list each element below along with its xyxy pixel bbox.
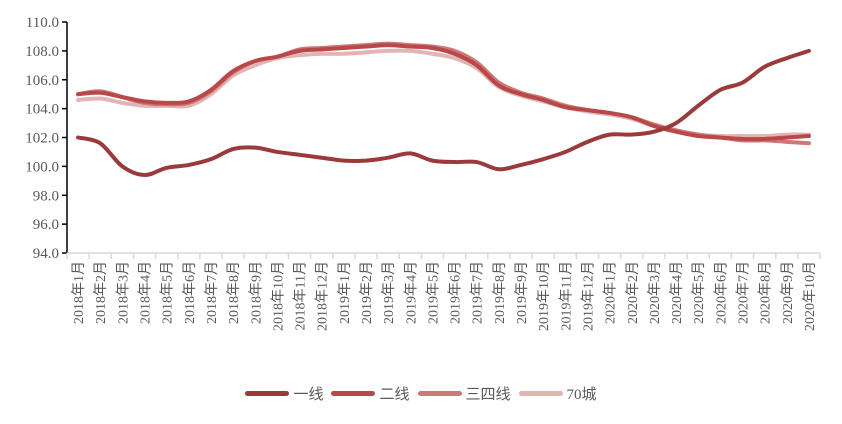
y-axis: 94.0 96.0 98.0 100.0 102.0 104.0 106.0 108.0 110… (25, 15, 68, 262)
y-tick-label: 106.0 (25, 73, 59, 89)
x-tick-label: 2018年5月 (160, 261, 176, 324)
series-line-1 (76, 43, 811, 142)
legend-item: 70城 (518, 383, 597, 404)
x-tick-label: 2018年6月 (182, 261, 198, 324)
x-tick-label: 2019年3月 (381, 261, 397, 324)
x-tick-label: 2018年11月 (293, 261, 309, 330)
y-tick-label: 98.0 (33, 188, 59, 204)
x-tick-label: 2020年9月 (780, 261, 796, 324)
x-tick-label: 2020年4月 (669, 261, 685, 324)
legend-label: 一线 (293, 387, 324, 403)
x-tick-label: 2019年8月 (492, 261, 508, 324)
x-tick-label: 2019年5月 (425, 261, 441, 324)
x-tick-label: 2018年8月 (226, 261, 242, 324)
legend-label: 70城 (566, 387, 597, 403)
y-tick-label: 94.0 (33, 246, 59, 262)
x-tick-label: 2018年9月 (248, 261, 264, 324)
x-tick-label: 2020年8月 (758, 261, 774, 324)
legend-swatch (331, 391, 376, 396)
legend-swatch (417, 391, 462, 396)
legend-item: 三四线 (417, 383, 511, 404)
y-tick-label: 96.0 (33, 217, 59, 233)
x-tick-label: 2020年3月 (647, 261, 663, 324)
y-tick-label: 100.0 (25, 159, 59, 175)
y-tick-label: 104.0 (25, 102, 59, 118)
x-tick-label: 2020年2月 (625, 261, 641, 324)
x-tick-label: 2019年10月 (536, 261, 552, 331)
legend-item: 二线 (331, 383, 410, 404)
x-tick-label: 2019年2月 (359, 261, 375, 324)
x-tick-label: 2018年1月 (71, 261, 87, 324)
x-tick-label: 2019年12月 (580, 261, 596, 331)
x-tick-label: 2019年7月 (470, 261, 486, 324)
x-tick-label: 2020年6月 (713, 261, 729, 324)
x-tick-label: 2018年12月 (315, 261, 331, 331)
x-tick-label: 2020年1月 (603, 261, 619, 324)
line-chart: 94.0 96.0 98.0 100.0 102.0 104.0 106.0 108.0 110… (25, 15, 821, 331)
series-line-2 (76, 41, 811, 146)
x-tick-label: 2019年11月 (558, 261, 574, 330)
x-tick-label: 2019年4月 (403, 261, 419, 324)
y-tick-label: 108.0 (25, 44, 59, 60)
x-tick-label: 2020年10月 (802, 261, 818, 331)
x-tick-label: 2020年7月 (735, 261, 751, 324)
legend-label: 二线 (379, 387, 410, 403)
series-line-3 (76, 48, 811, 139)
legend-swatch (245, 391, 290, 396)
series-lines (76, 41, 811, 178)
series-line-0 (76, 48, 811, 178)
x-tick-label: 2018年7月 (204, 261, 220, 324)
x-tick-label: 2020年5月 (691, 261, 707, 324)
legend-swatch (518, 391, 563, 396)
legend-item: 一线 (245, 383, 323, 404)
legend: 一线 二线 三四线 70城 (0, 383, 842, 404)
x-tick-label: 2018年10月 (270, 261, 286, 331)
x-tick-label: 2019年9月 (514, 261, 530, 324)
x-axis: 2018年1月 2018年2月 2018年3月 2018年4月 2018年5月 2018年… (66, 252, 821, 331)
legend-label: 三四线 (465, 387, 511, 403)
y-tick-label: 110.0 (26, 15, 59, 31)
y-tick-label: 102.0 (25, 131, 59, 147)
x-tick-label: 2019年1月 (337, 261, 353, 324)
x-tick-label: 2018年4月 (138, 261, 154, 324)
x-tick-label: 2018年2月 (93, 261, 109, 324)
x-tick-label: 2019年6月 (448, 261, 464, 324)
x-tick-label: 2018年3月 (115, 261, 131, 324)
